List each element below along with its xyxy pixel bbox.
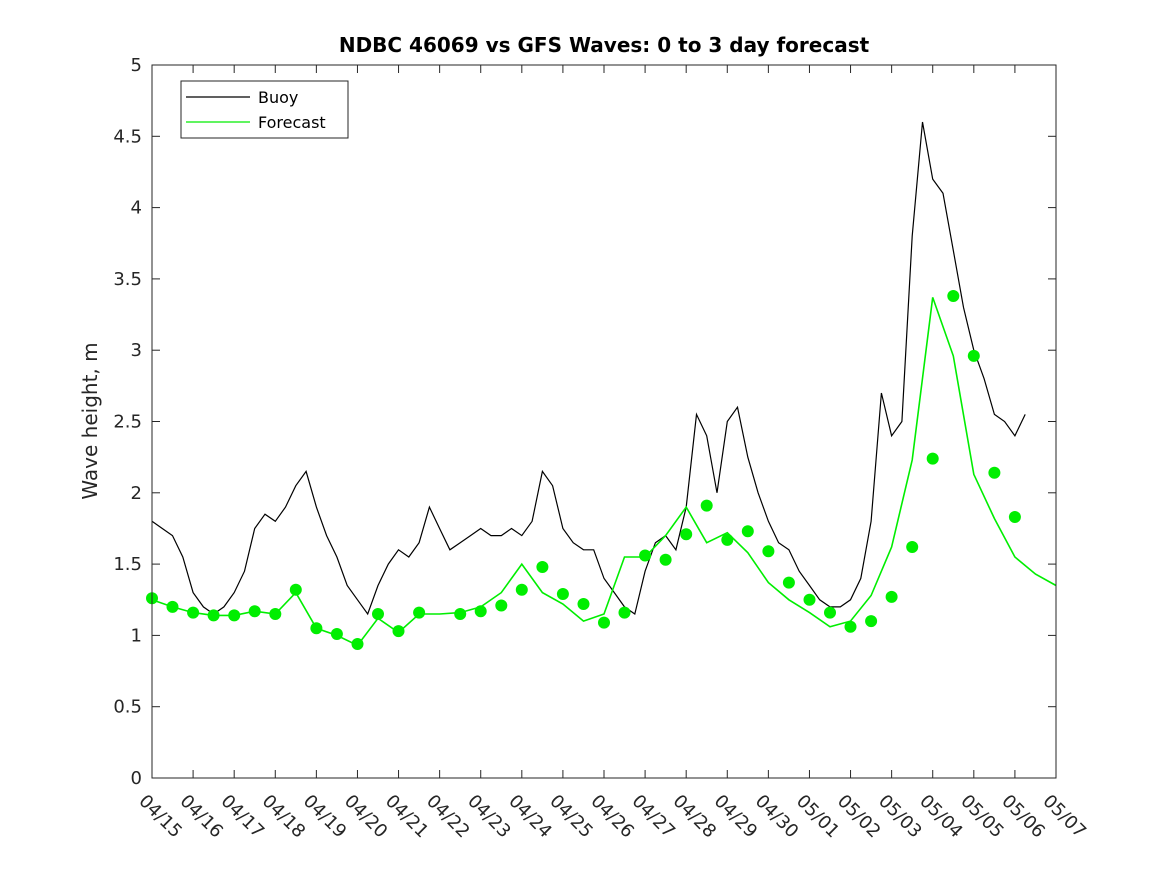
forecast-marker	[967, 349, 980, 362]
x-tick-label: 04/18	[258, 791, 310, 843]
forecast-marker	[248, 605, 261, 618]
forecast-marker	[330, 628, 343, 640]
y-tick-label: 3	[131, 340, 142, 361]
forecast-marker	[310, 622, 323, 635]
x-tick-label: 04/28	[669, 791, 721, 843]
series-line-buoy	[151, 121, 1026, 616]
x-tick-label: 05/03	[874, 791, 926, 843]
x-tick-label: 05/06	[997, 791, 1049, 843]
forecast-marker	[803, 593, 816, 606]
forecast-marker	[598, 616, 610, 629]
forecast-marker	[515, 583, 528, 596]
forecast-marker	[906, 541, 919, 553]
x-tick-label: 04/26	[586, 791, 638, 843]
x-tick-label: 04/30	[751, 791, 803, 843]
forecast-marker	[947, 290, 960, 302]
forecast-marker	[269, 608, 282, 620]
legend-label-buoy: Buoy	[258, 88, 298, 107]
forecast-marker	[166, 600, 179, 613]
x-tick-label: 05/01	[792, 791, 844, 843]
series-lines	[151, 121, 1057, 647]
x-tick-label: 04/19	[299, 791, 351, 843]
forecast-marker	[207, 609, 220, 622]
forecast-marker	[926, 452, 939, 465]
forecast-marker	[495, 599, 508, 612]
legend-box	[180, 80, 349, 139]
forecast-marker	[639, 549, 652, 562]
forecast-marker	[782, 576, 795, 589]
legend: Buoy Forecast	[180, 80, 349, 139]
x-tick-label: 05/07	[1038, 791, 1090, 843]
forecast-marker	[680, 528, 693, 541]
forecast-marker	[721, 533, 734, 546]
forecast-marker	[187, 606, 200, 619]
forecast-marker	[762, 545, 775, 558]
plot-frame	[151, 64, 1057, 779]
series-line-forecast	[151, 297, 1057, 647]
x-tick-label: 04/22	[422, 791, 474, 843]
y-tick-label: 0	[131, 768, 142, 789]
forecast-marker	[618, 606, 631, 619]
x-tick-label: 04/24	[504, 791, 556, 843]
y-tick-label: 2.5	[113, 412, 142, 433]
y-tick-label: 4.5	[113, 126, 142, 147]
x-tick-label: 04/15	[134, 791, 186, 843]
x-tick-label: 04/23	[463, 791, 515, 843]
forecast-marker	[865, 615, 878, 628]
forecast-marker	[741, 525, 754, 538]
y-tick-label: 3.5	[113, 269, 142, 290]
forecast-marker	[228, 609, 241, 622]
forecast-marker	[885, 590, 898, 603]
forecast-marker	[474, 605, 487, 618]
y-tick-label: 1	[131, 625, 142, 646]
y-tick-label: 0.5	[113, 697, 142, 718]
forecast-marker	[392, 625, 405, 638]
forecast-marker	[700, 499, 713, 512]
forecast-marker	[659, 553, 672, 566]
forecast-marker	[536, 561, 549, 573]
x-tick-label: 04/27	[628, 791, 680, 843]
x-tick-label: 05/05	[956, 791, 1008, 843]
x-tick-label: 04/29	[710, 791, 762, 843]
y-tick-label: 5	[131, 55, 142, 76]
forecast-marker	[454, 608, 467, 620]
forecast-marker	[824, 606, 836, 619]
x-tick-label: 04/20	[340, 791, 392, 843]
y-tick-label: 4	[131, 198, 142, 219]
x-tick-label: 04/21	[381, 791, 433, 843]
x-tick-label: 04/25	[545, 791, 597, 843]
forecast-marker	[988, 466, 1001, 479]
x-tick-label: 04/17	[217, 791, 269, 843]
forecast-marker	[556, 588, 569, 600]
chart-title: NDBC 46069 vs GFS Waves: 0 to 3 day fore…	[339, 33, 870, 57]
x-tick-label: 04/16	[176, 791, 228, 843]
y-tick-label: 2	[131, 483, 142, 504]
forecast-marker	[1008, 511, 1021, 523]
x-tick-label: 05/04	[915, 791, 967, 843]
forecast-marker	[413, 606, 426, 619]
x-tick-label: 05/02	[833, 791, 885, 843]
forecast-markers	[146, 290, 1021, 650]
axis-ticks: 00.511.522.533.544.5504/1504/1604/1704/1…	[113, 55, 1090, 842]
legend-label-forecast: Forecast	[258, 113, 326, 132]
y-tick-label: 1.5	[113, 554, 142, 575]
forecast-marker	[351, 638, 364, 650]
forecast-marker	[289, 583, 302, 596]
y-axis-label: Wave height, m	[78, 342, 102, 499]
forecast-marker	[577, 598, 590, 610]
forecast-marker	[372, 608, 384, 620]
forecast-marker	[844, 620, 857, 633]
